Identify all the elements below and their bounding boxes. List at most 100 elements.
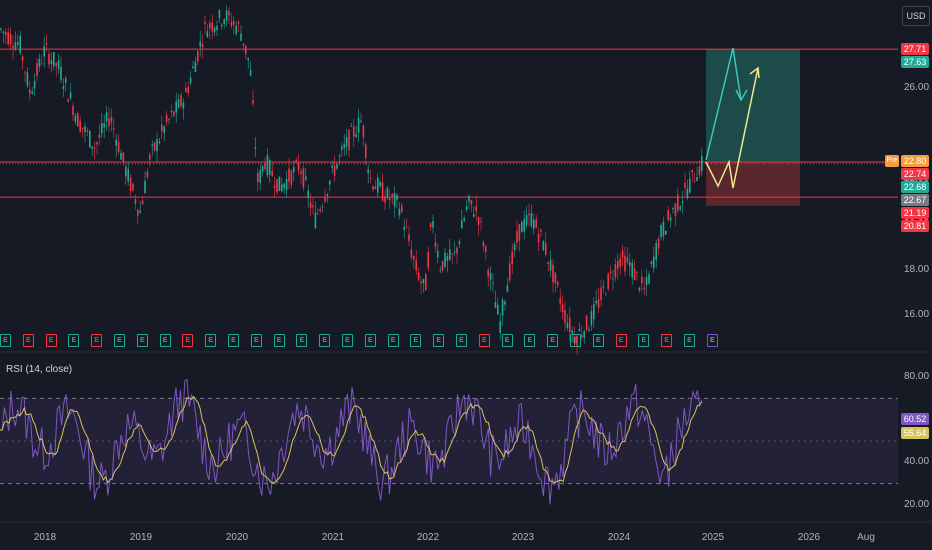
- candle-body: [537, 234, 540, 243]
- candle-body: [588, 329, 590, 331]
- candle-body: [693, 181, 696, 183]
- candle-body: [698, 166, 701, 176]
- candle-body: [482, 242, 485, 247]
- earnings-marker[interactable]: E: [684, 334, 695, 347]
- candle-body: [619, 258, 621, 267]
- earnings-marker[interactable]: E: [342, 334, 353, 347]
- candle-body: [617, 261, 619, 269]
- price-axis-tick: 26.00: [904, 82, 930, 93]
- earnings-marker[interactable]: E: [182, 334, 194, 347]
- candle-body: [177, 99, 180, 108]
- time-axis-label: 2024: [607, 532, 631, 543]
- candle-body: [422, 279, 425, 284]
- candle-body: [206, 31, 209, 38]
- candle-body: [9, 33, 12, 45]
- candle-body: [108, 118, 110, 127]
- candle-body: [405, 226, 408, 228]
- candle-body: [144, 180, 146, 194]
- earnings-marker[interactable]: E: [592, 334, 604, 347]
- candle-body: [345, 136, 348, 147]
- earnings-marker[interactable]: E: [91, 334, 103, 347]
- candle-body: [576, 335, 578, 346]
- time-axis-label: Aug: [857, 532, 875, 543]
- earnings-marker[interactable]: E: [456, 334, 467, 347]
- candle-body: [638, 287, 641, 290]
- candle-body: [492, 282, 494, 284]
- candle-body: [209, 23, 211, 29]
- earnings-marker[interactable]: E: [319, 334, 331, 347]
- candle-body: [62, 86, 65, 89]
- candle-body: [441, 261, 444, 271]
- candle-body: [151, 144, 153, 146]
- time-axis-label: 2020: [225, 532, 249, 543]
- candle-body: [396, 194, 398, 201]
- earnings-marker[interactable]: E: [661, 334, 673, 347]
- candle-body: [125, 166, 127, 177]
- candle-body: [497, 304, 499, 315]
- candle-body: [609, 271, 612, 274]
- earnings-marker[interactable]: E: [114, 334, 125, 347]
- earnings-marker[interactable]: E: [205, 334, 217, 347]
- earnings-marker[interactable]: E: [250, 334, 262, 347]
- candle-body: [50, 60, 53, 64]
- candle-body: [98, 134, 101, 138]
- candle-body: [165, 114, 168, 122]
- candle-body: [245, 45, 247, 54]
- candle-body: [489, 272, 492, 280]
- candle-body: [137, 209, 139, 216]
- earnings-marker[interactable]: E: [433, 334, 445, 347]
- earnings-marker[interactable]: E: [478, 334, 490, 347]
- earnings-marker[interactable]: E: [159, 334, 171, 347]
- candle-body: [333, 165, 336, 176]
- earnings-marker[interactable]: E: [273, 334, 285, 347]
- candle-body: [487, 269, 489, 277]
- earnings-marker[interactable]: E: [364, 334, 376, 347]
- candle-body: [701, 155, 703, 171]
- candle-body: [14, 42, 17, 49]
- candle-body: [597, 299, 600, 308]
- candle-body: [437, 251, 439, 258]
- candle-body: [285, 179, 288, 191]
- candle-body: [29, 89, 31, 94]
- rsi-indicator-title[interactable]: RSI (14, close): [6, 364, 73, 375]
- earnings-marker[interactable]: E: [638, 334, 650, 347]
- earnings-marker[interactable]: E: [706, 334, 718, 347]
- earnings-marker[interactable]: E: [615, 334, 627, 347]
- earnings-marker[interactable]: E: [45, 334, 57, 347]
- earnings-marker[interactable]: E: [387, 334, 399, 347]
- rsi-value-tag: 55.64: [901, 427, 929, 439]
- candle-body: [93, 147, 96, 149]
- earnings-marker[interactable]: E: [570, 334, 581, 347]
- earnings-marker[interactable]: E: [296, 334, 308, 347]
- earnings-marker[interactable]: E: [410, 334, 422, 347]
- earnings-marker[interactable]: E: [22, 334, 34, 347]
- earnings-marker[interactable]: E: [547, 334, 559, 347]
- candle-body: [386, 187, 389, 198]
- candle-body: [535, 218, 537, 228]
- currency-button[interactable]: USD: [902, 6, 930, 26]
- candle-body: [67, 99, 69, 103]
- candle-body: [621, 250, 624, 258]
- candle-body: [24, 71, 26, 73]
- candle-body: [475, 206, 477, 212]
- candle-body: [506, 285, 509, 293]
- earnings-marker[interactable]: E: [524, 334, 536, 347]
- candle-body: [602, 285, 605, 288]
- candle-body: [12, 45, 14, 49]
- candle-body: [681, 201, 684, 204]
- candle-body: [408, 234, 410, 242]
- candle-body: [679, 206, 681, 210]
- candle-body: [434, 242, 437, 247]
- candle-body: [117, 141, 120, 153]
- candle-body: [129, 177, 132, 191]
- candle-body: [21, 56, 24, 61]
- earnings-marker[interactable]: E: [136, 334, 148, 347]
- earnings-marker[interactable]: E: [228, 334, 239, 347]
- earnings-marker[interactable]: E: [68, 334, 80, 347]
- earnings-marker[interactable]: E: [0, 334, 11, 347]
- earnings-marker[interactable]: E: [501, 334, 513, 347]
- candle-body: [432, 220, 434, 228]
- candle-body: [180, 95, 182, 107]
- candle-body: [501, 299, 504, 316]
